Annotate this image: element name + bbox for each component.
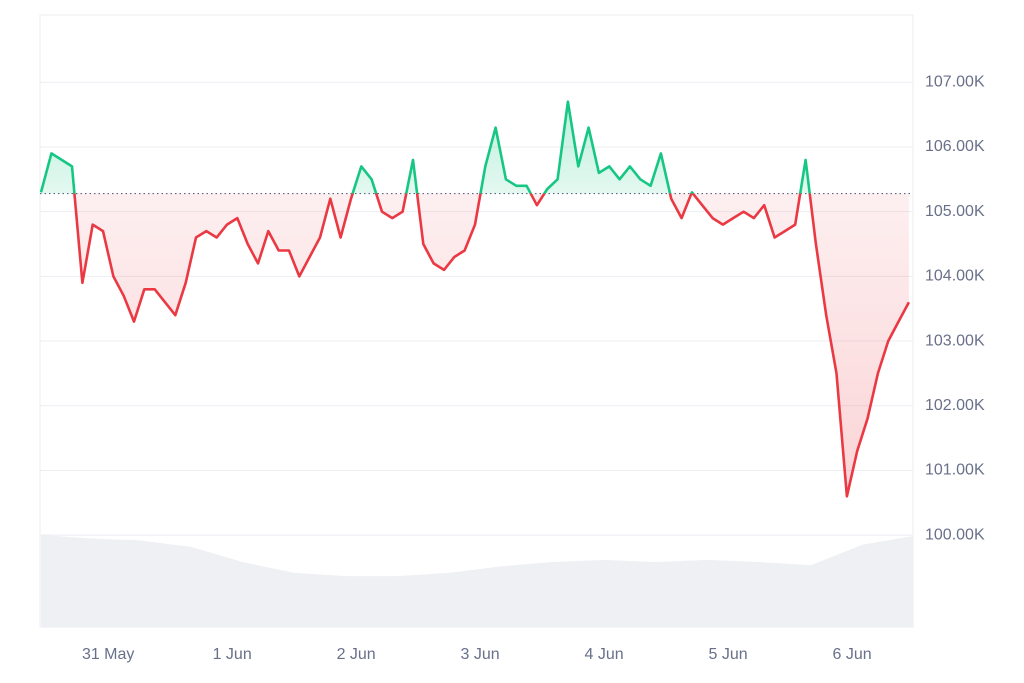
x-tick-label: 5 Jun	[708, 646, 747, 663]
y-tick-label: 101.00K	[925, 462, 985, 479]
x-tick-label: 1 Jun	[213, 646, 252, 663]
volume-area	[41, 535, 913, 627]
y-tick-label: 105.00K	[925, 203, 985, 220]
y-tick-label: 100.00K	[925, 526, 985, 543]
y-tick-label: 104.00K	[925, 268, 985, 285]
y-tick-label: 106.00K	[925, 138, 985, 155]
price-line	[39, 100, 911, 498]
x-tick-label: 3 Jun	[461, 646, 500, 663]
price-area	[41, 101, 909, 497]
y-tick-label: 107.00K	[925, 73, 985, 90]
x-tick-label: 31 May	[82, 646, 134, 663]
y-tick-label: 102.00K	[925, 397, 985, 414]
y-tick-label: 103.00K	[925, 332, 985, 349]
x-tick-label: 2 Jun	[337, 646, 376, 663]
x-tick-label: 4 Jun	[585, 646, 624, 663]
x-tick-label: 6 Jun	[832, 646, 871, 663]
